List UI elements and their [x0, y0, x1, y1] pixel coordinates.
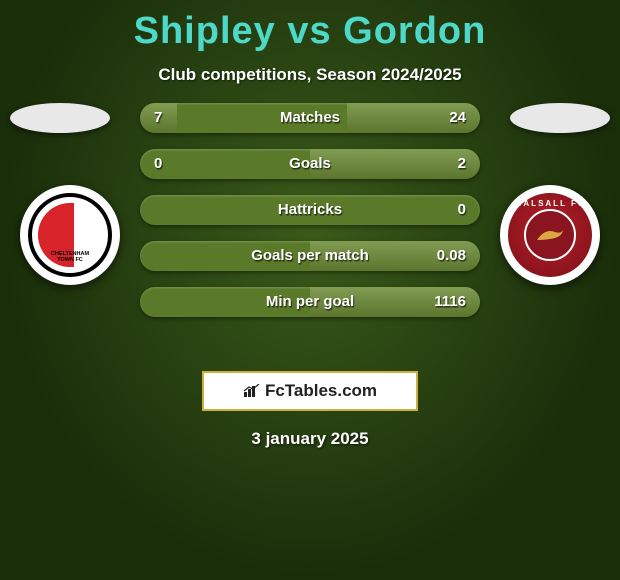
stat-row: 0Goals2	[140, 149, 480, 179]
walsall-badge-icon: WALSALL FC	[506, 191, 594, 279]
club-left-label: CHELTENHAMTOWN FC	[32, 251, 108, 263]
stat-row: 0Goals per match0.08	[140, 241, 480, 271]
stat-label: Goals per match	[140, 241, 480, 271]
brand-label: FcTables.com	[265, 381, 377, 401]
stat-label: Min per goal	[140, 287, 480, 317]
stat-label: Goals	[140, 149, 480, 179]
club-badge-left: CHELTENHAMTOWN FC	[20, 185, 120, 285]
club-badge-right: WALSALL FC	[500, 185, 600, 285]
stat-label: Matches	[140, 103, 480, 133]
page-title: Shipley vs Gordon	[0, 0, 620, 53]
stat-rows: 7Matches240Goals20Hattricks00Goals per m…	[140, 103, 480, 333]
bar-chart-icon	[243, 384, 261, 398]
stat-value-right: 0.08	[437, 241, 466, 271]
date-label: 3 january 2025	[0, 429, 620, 449]
stat-value-right: 2	[458, 149, 466, 179]
player-photo-left	[10, 103, 110, 133]
stat-value-right: 0	[458, 195, 466, 225]
swift-bird-icon	[535, 226, 565, 244]
stat-value-right: 1116	[434, 287, 466, 317]
subtitle: Club competitions, Season 2024/2025	[0, 65, 620, 85]
player-photo-right	[510, 103, 610, 133]
brand-link[interactable]: FcTables.com	[202, 371, 418, 411]
stat-row: 0Min per goal1116	[140, 287, 480, 317]
comparison-arena: CHELTENHAMTOWN FC WALSALL FC 7Matches24 0…	[0, 103, 620, 363]
cheltenham-badge-icon: CHELTENHAMTOWN FC	[28, 193, 112, 277]
stat-row: 0Hattricks0	[140, 195, 480, 225]
stat-label: Hattricks	[140, 195, 480, 225]
stat-row: 7Matches24	[140, 103, 480, 133]
club-right-label: WALSALL FC	[514, 199, 585, 208]
stat-value-right: 24	[449, 103, 466, 133]
